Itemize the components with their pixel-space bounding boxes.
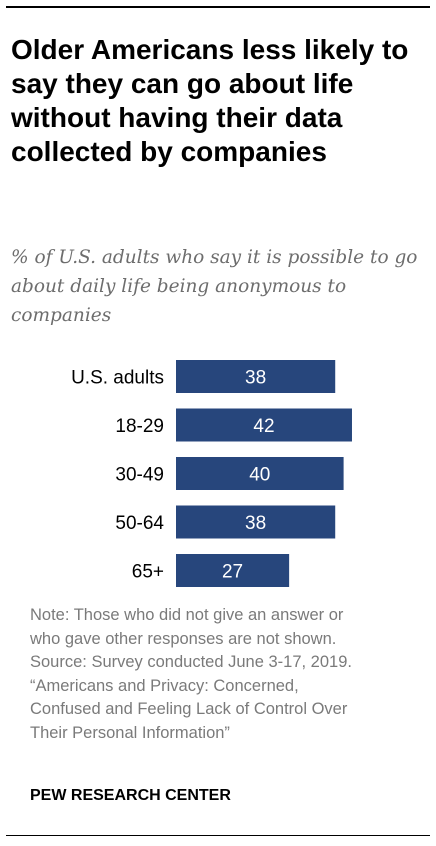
- chart-notes: Note: Those who did not give an answer o…: [30, 604, 430, 746]
- note-line: who gave other responses are not shown.: [30, 629, 337, 648]
- value-label: 38: [245, 513, 266, 534]
- source-line: “Americans and Privacy: Concerned,: [30, 676, 299, 695]
- source-line: Their Personal Information”: [30, 723, 230, 742]
- category-label: 65+: [132, 562, 164, 583]
- value-label: 38: [245, 368, 266, 389]
- category-label: 50-64: [115, 513, 164, 534]
- chart-subtitle: % of U.S. adults who say it is possible …: [11, 247, 418, 326]
- top-rule: [6, 6, 430, 8]
- source-line: Confused and Feeling Lack of Control Ove…: [30, 700, 348, 719]
- publisher-footer: PEW RESEARCH CENTER: [30, 787, 231, 804]
- source-line: Source: Survey conducted June 3-17, 2019…: [30, 653, 352, 672]
- category-label: 18-29: [115, 416, 164, 437]
- value-label: 40: [249, 465, 270, 486]
- bar: [176, 505, 336, 539]
- bar: [176, 457, 344, 490]
- value-label: 27: [222, 562, 243, 583]
- bar: [176, 408, 352, 442]
- chart-title: Older Americans less likely to say they …: [11, 34, 409, 167]
- bar-chart: U.S. adults 38 18-29 42 30-49 40 50-64 38 65+ 27: [71, 360, 352, 587]
- category-label: U.S. adults: [71, 368, 164, 389]
- bottom-rule: [6, 835, 430, 836]
- bar: [176, 360, 336, 393]
- value-label: 42: [253, 416, 274, 437]
- category-label: 30-49: [115, 465, 164, 486]
- note-line: Note: Those who did not give an answer o…: [30, 606, 344, 624]
- bar: [176, 554, 290, 587]
